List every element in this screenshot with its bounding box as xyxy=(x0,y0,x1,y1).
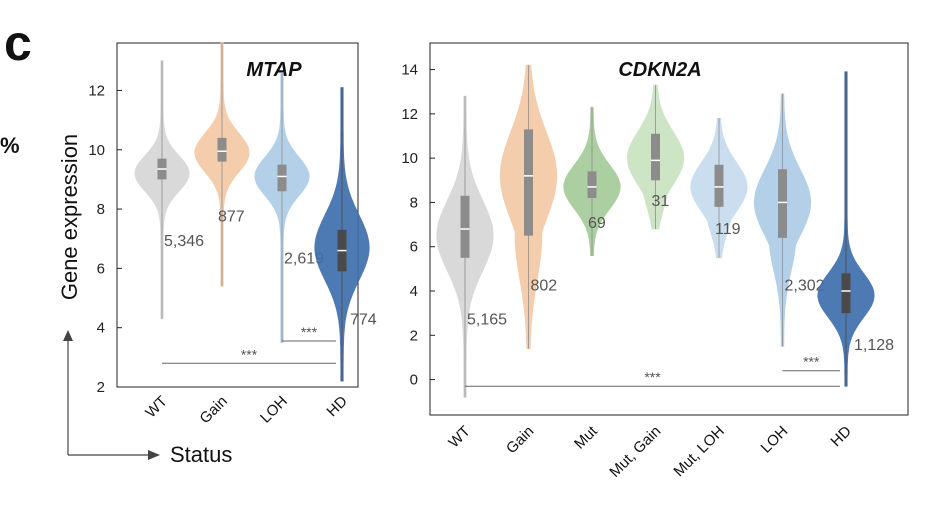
cdkn2a-y-tick-label: 10 xyxy=(401,150,418,167)
cdkn2a-x-tick-label: WT xyxy=(445,423,474,452)
mtap-iqr-box xyxy=(277,164,287,192)
cdkn2a-iqr-box xyxy=(841,273,851,314)
mtap-x-tick-label: LOH xyxy=(257,393,291,427)
cdkn2a-significance-stars: *** xyxy=(803,354,820,370)
mtap-y-tick-label: 2 xyxy=(97,379,105,396)
cdkn2a-x-tick-label: Mut, Gain xyxy=(606,423,664,481)
cdkn2a-plot-frame xyxy=(429,42,909,416)
cdkn2a-iqr-box xyxy=(587,171,597,198)
mtap-y-tick-label: 12 xyxy=(88,82,105,99)
mtap-n-label: 2,619 xyxy=(284,250,324,267)
x-axis-label: Status xyxy=(170,442,232,467)
mtap-x-tick-label: Gain xyxy=(196,393,230,427)
mtap-y-tick-label: 4 xyxy=(97,320,105,337)
cdkn2a-panel: CDKN2A 0 2 4 6 8 10 12 14 5,165 802 69 31 119 2,302 1,… xyxy=(401,42,909,481)
cdkn2a-x-tick-label: LOH xyxy=(757,423,791,457)
cdkn2a-n-label: 2,302 xyxy=(785,278,825,295)
panel-label: c xyxy=(4,15,32,71)
mtap-x-tick-label: HD xyxy=(323,393,350,420)
cdkn2a-y-tick-label: 14 xyxy=(401,62,418,79)
cdkn2a-x-tick-label: Mut xyxy=(571,422,601,452)
cdkn2a-y-tick-label: 12 xyxy=(401,106,418,123)
x-axis-arrow-head xyxy=(148,450,160,460)
mtap-y-tick-label: 8 xyxy=(97,201,105,218)
y-axis-arrow-head xyxy=(63,330,73,341)
mtap-y-tick-label: 10 xyxy=(88,142,105,159)
cdkn2a-n-label: 802 xyxy=(531,277,558,294)
cdkn2a-iqr-box xyxy=(460,195,470,258)
cdkn2a-iqr-box xyxy=(651,133,660,181)
cdkn2a-n-label: 69 xyxy=(588,215,606,232)
mtap-y-tick-label: 6 xyxy=(97,260,105,277)
cdkn2a-n-label: 1,128 xyxy=(854,337,894,354)
cropped-margin-text: % xyxy=(0,133,20,158)
cdkn2a-y-tick-label: 6 xyxy=(410,239,418,256)
y-axis-label: Gene expression xyxy=(57,134,82,300)
cdkn2a-title: CDKN2A xyxy=(618,59,701,81)
mtap-x-tick-label: WT xyxy=(142,393,171,422)
cdkn2a-y-tick-label: 2 xyxy=(410,327,418,344)
cdkn2a-y-tick-label: 0 xyxy=(410,372,418,389)
cdkn2a-y-tick-label: 4 xyxy=(410,283,418,300)
mtap-iqr-box xyxy=(217,137,227,162)
mtap-n-label: 5,346 xyxy=(164,233,204,250)
cdkn2a-y-tick-label: 8 xyxy=(410,194,418,211)
mtap-panel: MTAP 2 4 6 8 10 12 5,346 877 2,619 774 *** *** WT Gai… xyxy=(88,42,377,427)
cdkn2a-n-label: 5,165 xyxy=(467,312,507,329)
mtap-title: MTAP xyxy=(246,59,302,81)
cdkn2a-x-tick-label: Gain xyxy=(503,423,537,457)
cdkn2a-significance-stars: *** xyxy=(644,369,661,385)
cdkn2a-n-label: 31 xyxy=(652,193,670,210)
cdkn2a-x-tick-label: HD xyxy=(827,423,854,450)
mtap-significance-stars: *** xyxy=(301,324,318,340)
cdkn2a-iqr-box xyxy=(524,129,533,236)
cdkn2a-n-label: 119 xyxy=(715,221,741,238)
mtap-n-label: 774 xyxy=(350,312,377,329)
cdkn2a-iqr-box xyxy=(778,169,787,238)
cdkn2a-iqr-box xyxy=(714,164,724,207)
mtap-n-label: 877 xyxy=(218,209,245,226)
mtap-significance-stars: *** xyxy=(241,346,258,362)
cdkn2a-x-tick-label: Mut, LOH xyxy=(670,423,727,480)
